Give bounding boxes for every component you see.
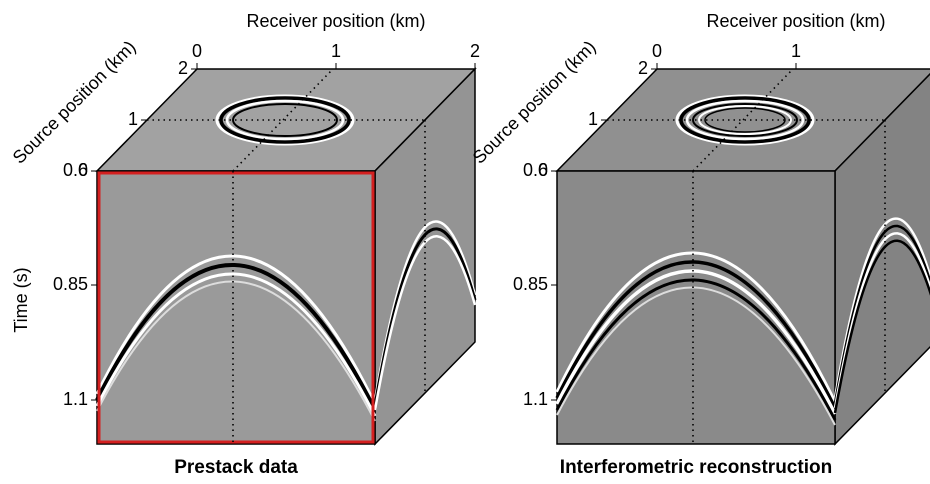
front-face <box>556 170 836 445</box>
selection-frame <box>97 171 375 444</box>
reflection <box>95 254 377 405</box>
reflection <box>555 278 837 421</box>
cube-panel <box>95 67 477 446</box>
tick-label: 1.1 <box>63 389 88 409</box>
caption: Prestack data <box>174 457 298 478</box>
side-reflection <box>833 217 930 399</box>
tick-label: 0 <box>78 160 88 180</box>
event-ring <box>698 105 792 135</box>
reflection <box>555 260 837 409</box>
tick-label: 0.6 <box>523 160 548 180</box>
event-ring <box>704 107 786 133</box>
axis-label: Receiver position (km) <box>246 11 425 31</box>
event-ring <box>225 99 345 141</box>
event-ring <box>685 99 805 141</box>
tick-label: 0.85 <box>513 274 548 294</box>
reflection <box>556 286 836 426</box>
reflection <box>555 269 837 415</box>
tick-label: 2 <box>470 41 480 61</box>
reflection <box>95 263 377 411</box>
side-reflection <box>833 232 930 409</box>
tick-label: 0 <box>652 41 662 61</box>
event-ring <box>692 103 798 137</box>
reflection <box>95 272 377 417</box>
tick-label: 1 <box>588 109 598 129</box>
event-ring <box>232 103 338 137</box>
side-reflection <box>373 227 477 406</box>
event-ring <box>219 96 351 144</box>
tick-label: 2 <box>638 58 648 78</box>
event-ring <box>679 96 811 144</box>
tick-label: 1 <box>331 41 341 61</box>
tick-label: 0 <box>192 41 202 61</box>
tick-label: 1 <box>791 41 801 61</box>
reflection <box>96 280 376 422</box>
side-reflection <box>833 224 930 404</box>
tick-label: 2 <box>178 58 188 78</box>
tick-label: 1 <box>128 109 138 129</box>
tick-label: 0.85 <box>53 274 88 294</box>
reflection <box>555 251 837 403</box>
axis-label: Time (s) <box>11 267 31 332</box>
cube-panel <box>555 68 930 446</box>
caption: Interferometric reconstruction <box>560 457 832 478</box>
front-face <box>96 170 376 445</box>
tick-label: 0 <box>538 160 548 180</box>
axis-label: Receiver position (km) <box>706 11 885 31</box>
tick-label: 0.6 <box>63 160 88 180</box>
event-ring <box>215 94 355 146</box>
event-ring <box>675 94 815 146</box>
tick-label: 1.1 <box>523 389 548 409</box>
